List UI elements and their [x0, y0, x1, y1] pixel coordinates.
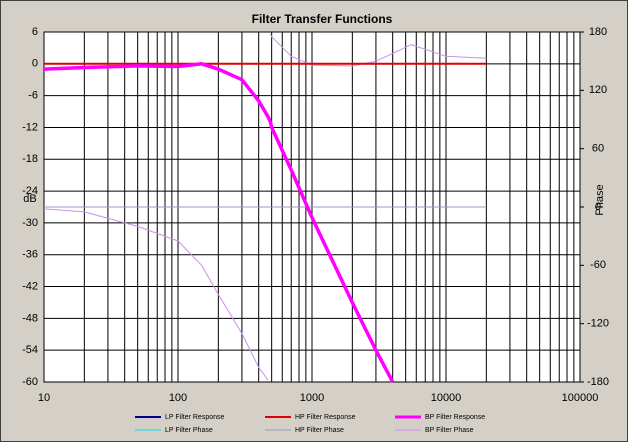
y-axis-label: dB	[23, 193, 36, 205]
y2-tick-label: 0	[595, 201, 601, 213]
x-tick-label: 100	[169, 392, 187, 404]
y2-tick-label: -120	[587, 318, 609, 330]
series-line	[43, 62, 395, 383]
y-tick-label: 6	[32, 26, 38, 38]
legend-label: LP Filter Response	[165, 414, 225, 421]
y-tick-label: -36	[22, 249, 38, 261]
y-tick-label: 0	[32, 58, 38, 70]
y-tick-label: -18	[22, 153, 38, 165]
x-tick-label: 10000	[431, 392, 462, 404]
chart-title: Filter Transfer Functions	[252, 12, 393, 26]
legend-label: BP Filter Phase	[425, 427, 474, 434]
y2-tick-label: -60	[590, 259, 606, 271]
y2-tick-label: 180	[589, 26, 607, 38]
y2-tick-label: 120	[589, 84, 607, 96]
y2-tick-label: -180	[587, 376, 609, 388]
legend-label: HP Filter Response	[295, 414, 356, 421]
y-tick-label: -54	[22, 344, 38, 356]
x-tick-label: 10	[38, 392, 50, 404]
legend-label: LP Filter Phase	[165, 427, 213, 434]
y-tick-label: -6	[28, 90, 38, 102]
y2-tick-label: 60	[592, 143, 604, 155]
y-tick-label: -12	[22, 121, 38, 133]
y-tick-label: -48	[22, 312, 38, 324]
y-tick-label: -42	[22, 280, 38, 292]
legend-label: BP Filter Response	[425, 414, 485, 421]
x-tick-label: 1000	[300, 392, 324, 404]
x-tick-label: 100000	[562, 392, 599, 404]
y-tick-label: -60	[22, 376, 38, 388]
y-tick-label: -30	[22, 217, 38, 229]
y-tick-label: -24	[22, 185, 38, 197]
legend-label: HP Filter Phase	[295, 427, 344, 434]
y2-axis-label: Phase	[594, 184, 606, 215]
